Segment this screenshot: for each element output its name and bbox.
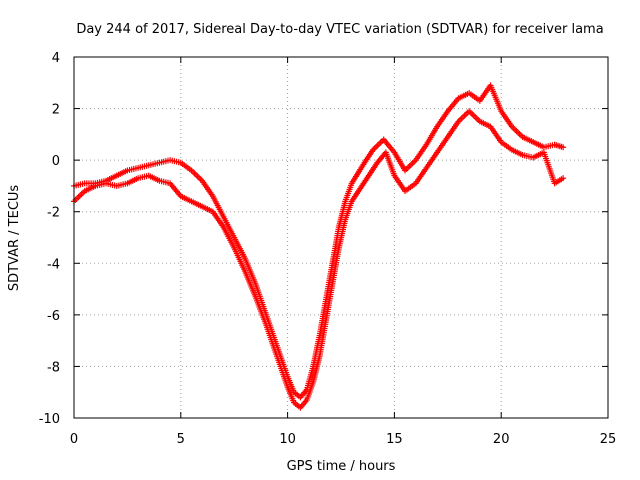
y-tick-label: 0 xyxy=(52,154,60,169)
grid-lines xyxy=(74,57,608,418)
x-tick-label: 15 xyxy=(386,432,403,447)
x-tick-label: 10 xyxy=(279,432,296,447)
y-tick-label: -6 xyxy=(47,309,60,324)
y-axis-label: SDTVAR / TECUs xyxy=(7,185,22,292)
axis-ticks xyxy=(73,56,609,419)
y-tick-label: 2 xyxy=(52,103,60,118)
data-points xyxy=(71,82,567,411)
x-tick-label: 25 xyxy=(600,432,617,447)
chart-title: Day 244 of 2017, Sidereal Day-to-day VTE… xyxy=(76,22,603,37)
y-tick-labels: -10 -8 -6 -4 -2 0 2 4 xyxy=(39,51,60,427)
x-tick-label: 0 xyxy=(70,432,78,447)
x-tick-labels: 0 5 10 15 20 25 xyxy=(70,432,616,447)
y-tick-label: -10 xyxy=(39,412,60,427)
x-axis-label: GPS time / hours xyxy=(287,459,396,474)
data-point xyxy=(560,175,567,182)
plot-frame xyxy=(73,56,609,419)
y-tick-label: -4 xyxy=(47,257,60,272)
y-tick-label: -2 xyxy=(47,206,60,221)
x-tick-label: 20 xyxy=(493,432,510,447)
y-tick-label: -8 xyxy=(47,360,60,375)
data-point xyxy=(560,144,567,151)
x-tick-label: 5 xyxy=(177,432,185,447)
y-tick-label: 4 xyxy=(52,51,60,66)
